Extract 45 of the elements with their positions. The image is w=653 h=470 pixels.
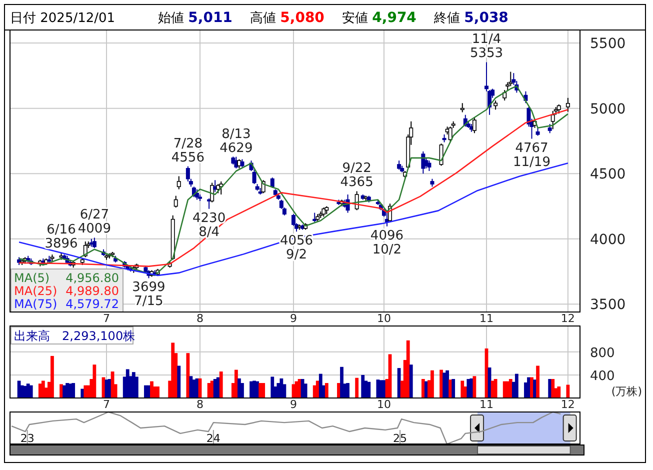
x-tick-label: 8	[196, 312, 204, 325]
annotation: 11/4 5353	[470, 32, 504, 62]
text: 安値 4,974	[342, 10, 417, 26]
annotation: 4,989.80	[66, 284, 119, 298]
y-tick-label: 4000	[590, 232, 626, 248]
x-tick-label: 25	[393, 432, 408, 445]
annotation: 7/28 4556	[171, 136, 204, 166]
text: 始値 5,011	[158, 10, 232, 26]
x-tick-label: 7	[103, 312, 110, 325]
y-tick-label: 800	[590, 346, 615, 361]
chart-title: 出来高 2,293,100株	[14, 329, 136, 343]
annotation: 4056 9/2	[280, 234, 314, 263]
x-tick-label: 9	[290, 312, 297, 325]
y-tick-label: 400	[590, 368, 615, 384]
text: 終値 5,038	[433, 10, 508, 26]
annotation: 3699 7/15	[132, 280, 166, 310]
text: 高値 5,080	[250, 10, 325, 26]
y-tick-label: 3500	[590, 297, 626, 314]
series-label: MA(5)	[14, 271, 50, 285]
y-tick-label: 5000	[590, 101, 626, 118]
chart-title: 日付 2025/12/01	[10, 11, 116, 26]
x-tick-label: 10	[376, 398, 391, 411]
x-tick-label: 11	[480, 312, 494, 325]
x-tick-label: 9	[290, 398, 297, 411]
y-tick-label: 4500	[590, 166, 626, 183]
annotation: 9/22 4365	[340, 161, 374, 190]
x-tick-label: 23	[20, 432, 34, 445]
annotation: 4,579.72	[66, 297, 119, 311]
annotation: 6/16 3896	[44, 222, 78, 252]
x-tick-label: 8	[196, 398, 204, 411]
x-tick-label: 10	[376, 312, 391, 325]
series-label: MA(25)	[14, 284, 58, 298]
annotation: 4096 10/2	[370, 228, 404, 258]
annotation: 6/27 4009	[78, 208, 111, 237]
y-tick-label: 5500	[590, 36, 626, 52]
y-axis-title: (万株)	[611, 385, 642, 398]
x-tick-label: 12	[560, 398, 575, 411]
x-tick-label: 11	[480, 398, 494, 411]
x-tick-label: 7	[103, 398, 110, 411]
annotation: 4767 11/19	[513, 140, 550, 170]
annotation: 4,956.80	[66, 271, 119, 285]
x-tick-label: 12	[560, 312, 575, 325]
text: MA(75)	[14, 297, 58, 311]
x-tick-label: 24	[206, 432, 220, 445]
annotation: 8/13 4629	[220, 126, 253, 156]
